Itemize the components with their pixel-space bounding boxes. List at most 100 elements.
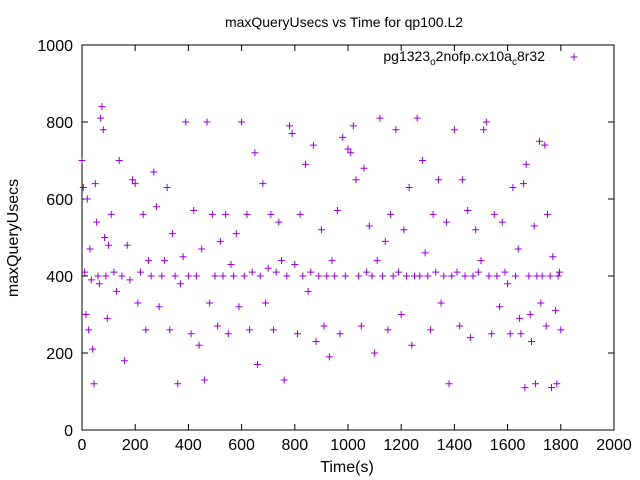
data-point xyxy=(363,268,371,276)
data-point xyxy=(230,272,238,280)
data-point xyxy=(349,122,357,130)
data-point xyxy=(259,180,267,188)
data-point xyxy=(118,272,126,280)
data-point xyxy=(301,160,309,168)
x-tick-label: 2000 xyxy=(596,437,632,454)
data-point xyxy=(93,218,101,226)
data-point xyxy=(198,245,206,253)
data-point xyxy=(251,149,259,157)
data-point xyxy=(553,380,561,388)
data-point xyxy=(516,314,524,322)
data-point xyxy=(307,268,315,276)
legend-label-part-a: pg1323 xyxy=(383,48,430,64)
x-tick-label: 1200 xyxy=(383,437,419,454)
data-point xyxy=(113,287,121,295)
data-point xyxy=(110,268,118,276)
data-point xyxy=(514,245,522,253)
data-point xyxy=(376,114,384,122)
y-tick-label: 600 xyxy=(46,192,73,209)
data-point xyxy=(288,130,296,138)
data-point xyxy=(174,380,182,388)
data-point xyxy=(331,272,339,280)
data-point xyxy=(512,272,520,280)
data-point xyxy=(450,126,458,134)
data-point xyxy=(469,272,477,280)
data-point xyxy=(526,311,534,318)
data-point xyxy=(158,272,166,280)
data-point xyxy=(320,322,328,330)
legend-marker-symbol xyxy=(570,53,578,61)
y-tick-label: 0 xyxy=(64,423,73,440)
data-point xyxy=(147,272,155,280)
data-point xyxy=(163,183,171,191)
y-tick-label: 400 xyxy=(46,269,73,286)
data-point xyxy=(498,218,506,226)
legend-label-subscript-d: c xyxy=(512,57,517,68)
data-point xyxy=(206,299,214,307)
legend-label: pg1323o2nofp.cx10ac8r32 xyxy=(383,48,545,68)
data-point xyxy=(142,326,150,334)
data-point xyxy=(131,180,139,188)
data-point xyxy=(275,218,283,226)
data-point xyxy=(94,272,102,280)
data-point xyxy=(315,272,323,280)
data-point xyxy=(102,272,110,280)
data-point xyxy=(103,314,111,322)
data-point xyxy=(293,330,301,338)
data-point xyxy=(312,337,320,345)
data-point xyxy=(139,210,147,218)
data-point xyxy=(219,272,227,280)
data-point xyxy=(371,349,379,357)
data-point xyxy=(129,176,137,184)
data-point xyxy=(549,253,557,261)
data-point xyxy=(440,272,448,280)
data-point xyxy=(403,272,411,280)
data-point xyxy=(187,330,195,338)
data-point xyxy=(166,326,174,334)
data-point xyxy=(240,272,248,280)
data-point xyxy=(547,384,555,392)
data-point xyxy=(437,299,445,307)
data-point xyxy=(537,299,545,307)
data-point xyxy=(464,207,472,215)
data-point xyxy=(522,160,530,168)
data-point xyxy=(360,164,368,172)
data-point xyxy=(541,141,549,149)
data-point xyxy=(82,311,90,318)
legend: pg1323o2nofp.cx10ac8r32 xyxy=(383,48,578,68)
data-point xyxy=(426,326,434,334)
data-point xyxy=(357,322,365,330)
data-point xyxy=(485,272,493,280)
data-point xyxy=(296,210,304,218)
data-point xyxy=(365,222,373,230)
data-point xyxy=(115,157,123,164)
data-point xyxy=(304,287,312,295)
data-point xyxy=(278,257,285,265)
data-point xyxy=(480,126,488,134)
x-tick-label: 1400 xyxy=(437,437,473,454)
data-point xyxy=(176,280,184,288)
data-point xyxy=(434,176,442,184)
data-point xyxy=(134,299,142,307)
data-point xyxy=(442,218,450,226)
data-point xyxy=(341,272,349,280)
x-tick-label: 800 xyxy=(281,437,308,454)
data-point xyxy=(211,272,219,280)
data-point xyxy=(392,126,400,134)
data-point xyxy=(81,268,89,276)
x-tick-label: 600 xyxy=(228,437,255,454)
data-point xyxy=(432,268,440,276)
x-tick-label: 200 xyxy=(122,437,149,454)
data-point xyxy=(145,257,152,265)
data-point xyxy=(137,268,145,276)
data-point xyxy=(272,268,280,276)
data-point xyxy=(458,176,466,184)
data-point xyxy=(453,268,461,276)
data-point xyxy=(121,357,129,365)
data-point xyxy=(171,272,179,280)
data-point xyxy=(232,230,240,238)
data-point xyxy=(86,245,94,253)
data-point xyxy=(418,157,426,164)
data-point xyxy=(195,341,203,349)
